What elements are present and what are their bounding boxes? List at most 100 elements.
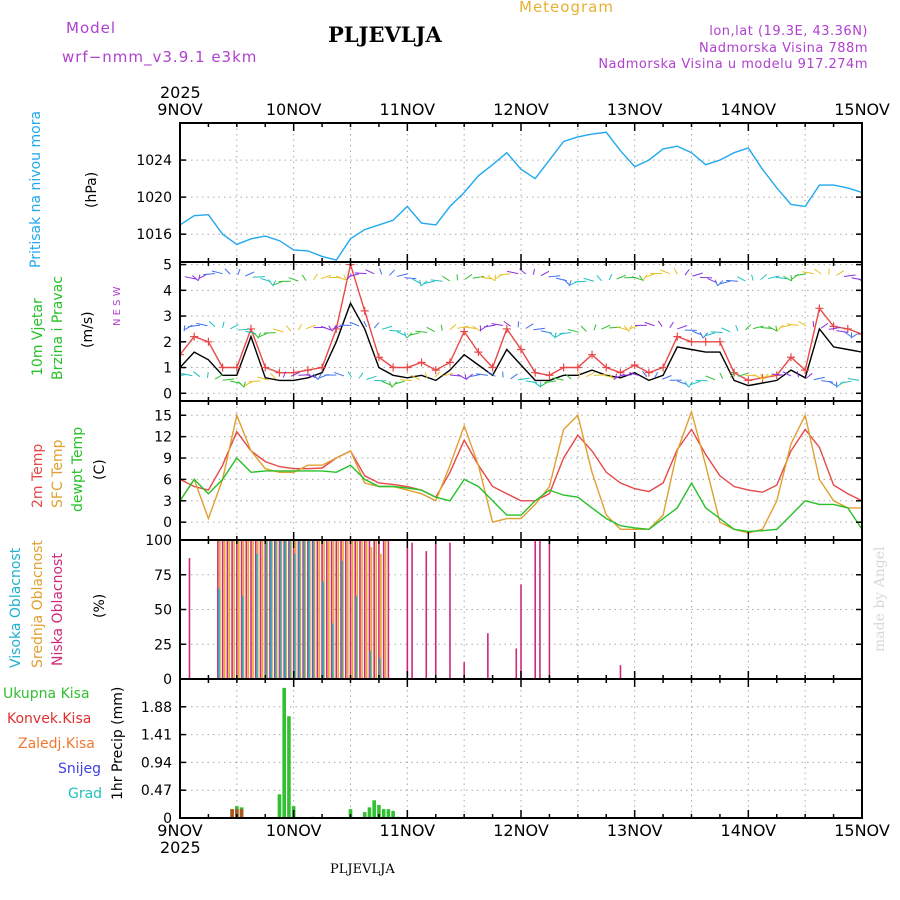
precip-bar-total bbox=[391, 810, 395, 818]
wind-arrow bbox=[415, 330, 428, 333]
wind-arrow bbox=[628, 372, 640, 377]
wind-arrow bbox=[348, 273, 360, 278]
wind-arrow bbox=[548, 331, 555, 338]
wind-arrow bbox=[719, 280, 731, 285]
panel-temperature bbox=[180, 401, 862, 540]
gust-marker bbox=[744, 376, 753, 385]
wind-arrow bbox=[544, 380, 557, 383]
cloud-label-low: Niska Oblacnost bbox=[50, 553, 66, 666]
wind-arrow bbox=[583, 277, 595, 282]
gust-marker bbox=[218, 363, 227, 372]
gust-marker bbox=[701, 337, 710, 346]
wind-arrow bbox=[790, 275, 793, 282]
wind-arrow bbox=[608, 273, 613, 281]
wind-arrow bbox=[735, 324, 739, 332]
gust-marker bbox=[858, 330, 862, 339]
wind-arrow bbox=[851, 332, 860, 338]
wind-arrow bbox=[237, 381, 245, 388]
gust-marker bbox=[389, 363, 398, 372]
wind-arrow bbox=[457, 373, 466, 380]
wind-arrow bbox=[820, 322, 829, 329]
gust-marker bbox=[190, 332, 199, 341]
y-tick-label: 3 bbox=[163, 494, 172, 510]
wind-arrow bbox=[363, 320, 368, 328]
wind-arrow bbox=[692, 330, 703, 336]
precip-bar-conv bbox=[235, 809, 239, 818]
wind-arrow bbox=[419, 279, 422, 286]
wind-arrow bbox=[244, 380, 254, 387]
gust-marker bbox=[559, 363, 568, 372]
temp-label-dew: dewpt Temp bbox=[70, 426, 86, 512]
precip-unit: 1hr Precip (mm) bbox=[110, 686, 126, 800]
wind-arrow bbox=[430, 279, 443, 282]
series-dewpt-temp bbox=[180, 456, 862, 533]
x-tick-label-bottom: 14NOV bbox=[721, 821, 777, 840]
gust-marker bbox=[232, 363, 241, 372]
wind-arrow bbox=[252, 331, 259, 338]
wind-arrow bbox=[540, 270, 550, 277]
y-tick-label: 5 bbox=[163, 258, 172, 274]
wind-arrow bbox=[578, 371, 581, 378]
wind-arrow bbox=[847, 378, 860, 381]
wind-arrow bbox=[601, 374, 613, 378]
wind-label-2: Brzina i Pravac bbox=[50, 276, 66, 380]
y-tick-label: 12 bbox=[154, 430, 172, 446]
wind-arrow bbox=[644, 321, 655, 327]
gust-marker bbox=[786, 353, 795, 362]
wind-arrow bbox=[365, 269, 375, 275]
gust-marker bbox=[488, 363, 497, 372]
wind-arrow bbox=[518, 377, 530, 381]
wind-arrow bbox=[336, 275, 346, 281]
wind-arrow bbox=[480, 276, 492, 280]
wind-arrow bbox=[222, 321, 225, 328]
precip-bar-conv bbox=[239, 809, 244, 818]
precip-bar-total bbox=[282, 687, 286, 818]
panel-wind bbox=[180, 262, 862, 401]
gust-marker bbox=[673, 332, 682, 341]
wind-arrow bbox=[393, 380, 405, 385]
wind-arrow bbox=[533, 381, 541, 387]
wind-arrow bbox=[272, 328, 284, 333]
meteogram-label: Meteogram bbox=[519, 0, 614, 16]
wind-rose: N E S W bbox=[112, 286, 123, 326]
wind-arrow bbox=[237, 268, 241, 276]
wind-arrow bbox=[288, 277, 299, 282]
x-tick-label-top: 15NOV bbox=[834, 100, 890, 119]
wind-arrow bbox=[243, 381, 246, 388]
wind-arrow bbox=[684, 381, 690, 388]
wind-arrow bbox=[442, 372, 454, 377]
wind-arrow bbox=[222, 378, 235, 381]
wind-arrow bbox=[559, 332, 572, 335]
wind-arrow bbox=[836, 330, 848, 333]
wind-arrow bbox=[426, 326, 436, 333]
gust-marker bbox=[460, 327, 469, 336]
gust-marker bbox=[374, 353, 383, 362]
x-tick-label-top: 14NOV bbox=[721, 100, 777, 119]
wind-arrow bbox=[381, 380, 392, 386]
series-2m-temp bbox=[180, 428, 862, 502]
y-tick-label: 1.88 bbox=[141, 700, 172, 716]
wind-arrow bbox=[568, 280, 572, 287]
wind-arrow bbox=[320, 326, 332, 331]
y-tick-label: 75 bbox=[154, 568, 172, 584]
wind-arrow bbox=[434, 371, 441, 378]
y-tick-label: 25 bbox=[154, 637, 172, 653]
y-tick-label: 0 bbox=[163, 386, 172, 402]
gust-marker bbox=[431, 366, 440, 375]
wind-arrow bbox=[760, 326, 773, 329]
wind-arrow bbox=[654, 371, 659, 379]
wind-arrow bbox=[305, 374, 317, 379]
wind-arrow bbox=[539, 381, 542, 388]
precip-bar-total bbox=[381, 809, 386, 818]
gust-marker bbox=[644, 368, 653, 377]
wind-arrow bbox=[782, 371, 792, 377]
wind-arrow bbox=[379, 268, 383, 275]
page-title: PLJEVLJA bbox=[328, 22, 442, 47]
y-tick-label: 1020 bbox=[136, 190, 172, 206]
wind-arrow bbox=[661, 375, 672, 380]
wind-arrow bbox=[812, 320, 815, 328]
gust-marker bbox=[715, 337, 724, 346]
gust-marker bbox=[843, 324, 852, 333]
wind-arrow bbox=[396, 331, 406, 337]
wind-arrow bbox=[476, 373, 488, 376]
